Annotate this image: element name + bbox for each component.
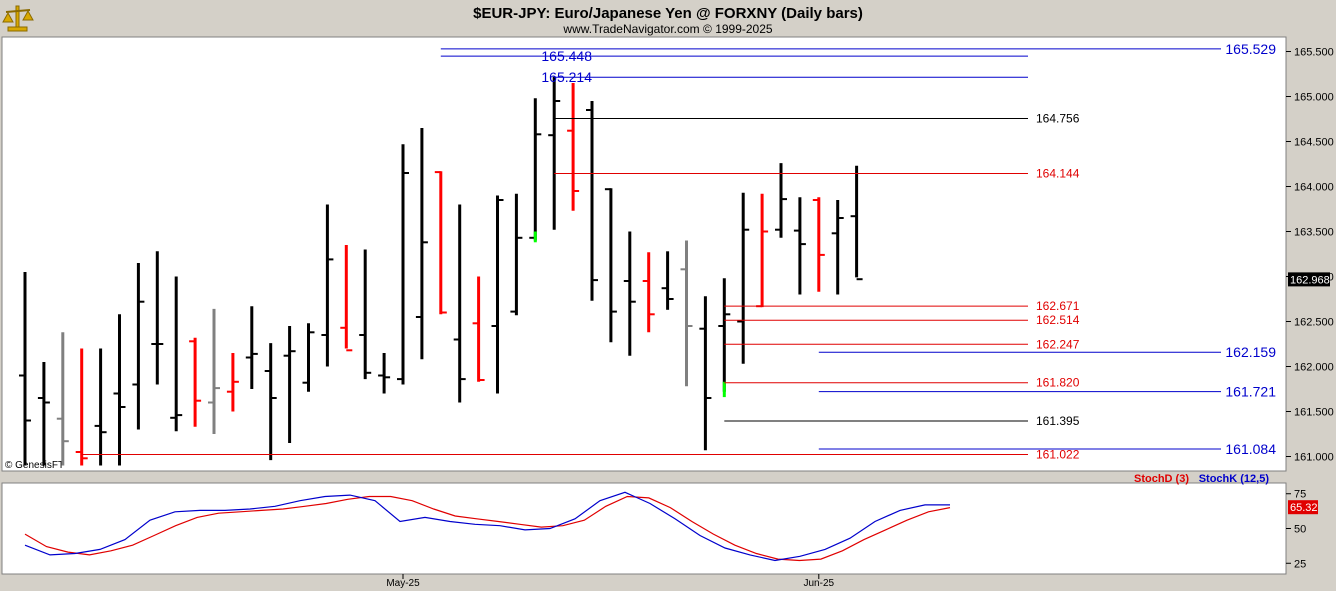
last-price-badge: [1288, 272, 1330, 287]
stochastic-tick-label: 75: [1294, 489, 1306, 501]
stochastic-line: [24, 491, 950, 562]
level-label: 162.247: [1036, 337, 1080, 351]
price-bar: [208, 308, 220, 434]
level-label: 161.022: [1036, 448, 1080, 462]
logo: [2, 5, 34, 32]
level-label: 164.756: [1036, 111, 1080, 125]
price-bar: [699, 296, 712, 451]
price-bar: [586, 101, 598, 301]
level-label: 162.514: [1036, 313, 1080, 327]
price-bar: [359, 249, 372, 380]
price-tick-label: 165.500: [1294, 47, 1334, 59]
watermark: © GenesisFT: [5, 460, 64, 471]
legend-stochk: StochK (12,5): [1199, 473, 1270, 485]
price-bar: [510, 193, 523, 316]
price-bar: [170, 276, 183, 432]
price-bar: [831, 200, 844, 295]
level-label: 162.671: [1036, 299, 1080, 313]
price-bar: [151, 251, 164, 385]
price-bar: [378, 353, 391, 394]
price-bar: [604, 188, 617, 343]
stochastic-tick-label: 25: [1294, 558, 1306, 570]
legend-stochd: StochD (3): [1134, 473, 1189, 485]
price-bar: [302, 323, 315, 392]
last-price-value: 162.968: [1290, 274, 1330, 286]
price-bar: [642, 252, 655, 333]
price-bar: [264, 343, 277, 461]
price-bar: [113, 314, 126, 466]
level-label: 161.820: [1036, 376, 1080, 390]
price-bar: [56, 332, 69, 466]
price-tick-label: 162.000: [1294, 362, 1334, 374]
price-bar: [472, 276, 485, 382]
level-label: 161.395: [1036, 414, 1080, 428]
price-bar: [812, 197, 825, 292]
price-bar: [397, 144, 409, 385]
price-bar: [19, 272, 31, 466]
price-bars: [19, 76, 863, 466]
level-label: 165.529: [1225, 41, 1276, 57]
stochastic-last-value: 65.32: [1290, 502, 1318, 514]
stochastic-last-badge: [1288, 500, 1318, 515]
chart-title: $EUR-JPY: Euro/Japanese Yen @ FORXNY (Da…: [473, 5, 863, 22]
price-bar: [321, 204, 334, 367]
stochastic-line: [24, 495, 951, 562]
date-axis: May-25 Jun-25: [386, 574, 835, 589]
price-bar: [75, 348, 88, 466]
price-tick-label: 161.500: [1294, 407, 1334, 419]
stochastic-tick-label: 50: [1294, 524, 1306, 536]
price-bar: [567, 83, 580, 211]
price-bar: [680, 240, 693, 387]
price-bar: [661, 251, 674, 310]
price-tick-label: 162.500: [1294, 317, 1334, 329]
price-tick-label: 163.500: [1294, 227, 1334, 239]
level-label: 161.084: [1225, 441, 1276, 457]
date-label: May-25: [386, 578, 420, 589]
level-label: 161.721: [1225, 384, 1276, 400]
price-bar: [718, 278, 731, 392]
price-bar: [283, 326, 296, 443]
price-panel: [1, 36, 1287, 472]
price-bar: [623, 231, 636, 356]
price-bar: [226, 353, 239, 412]
price-bar: [189, 337, 202, 427]
price-bar: [434, 171, 447, 315]
price-bar: [775, 163, 787, 238]
price-axis: 165.500165.000164.500164.000163.500163.0…: [1286, 47, 1334, 464]
price-bar: [850, 165, 863, 281]
level-label: 162.159: [1225, 344, 1276, 360]
stochastic-series: StochD (3) StochK (12,5): [24, 473, 1270, 562]
price-bar: [245, 306, 258, 389]
price-bar: [737, 192, 750, 364]
price-bar: [340, 245, 353, 352]
price-tick-label: 161.000: [1294, 452, 1334, 464]
price-bar: [94, 348, 107, 466]
price-bar: [415, 128, 428, 360]
price-levels: 165.529 165.448 165.214 164.756 164.144 162.6…: [81, 41, 1276, 462]
level-label: 164.144: [1036, 167, 1080, 181]
stochastic-axis: 75 50 25 65.32: [1286, 489, 1318, 570]
price-tick-label: 165.000: [1294, 92, 1334, 104]
price-bar: [491, 195, 504, 394]
price-bar: [548, 76, 561, 230]
date-label: Jun-25: [804, 578, 835, 589]
price-bar: [453, 204, 466, 403]
price-bar: [793, 197, 806, 295]
level-label: 165.214: [541, 69, 592, 85]
level-label: 165.448: [541, 48, 592, 64]
price-bar: [132, 263, 145, 430]
stochastic-panel: [1, 482, 1287, 575]
price-tick-label: 164.500: [1294, 137, 1334, 149]
price-bar: [37, 362, 50, 466]
chart-subtitle: www.TradeNavigator.com © 1999-2025: [562, 22, 772, 36]
scales-icon: [2, 5, 34, 32]
price-tick-label: 164.000: [1294, 182, 1334, 194]
